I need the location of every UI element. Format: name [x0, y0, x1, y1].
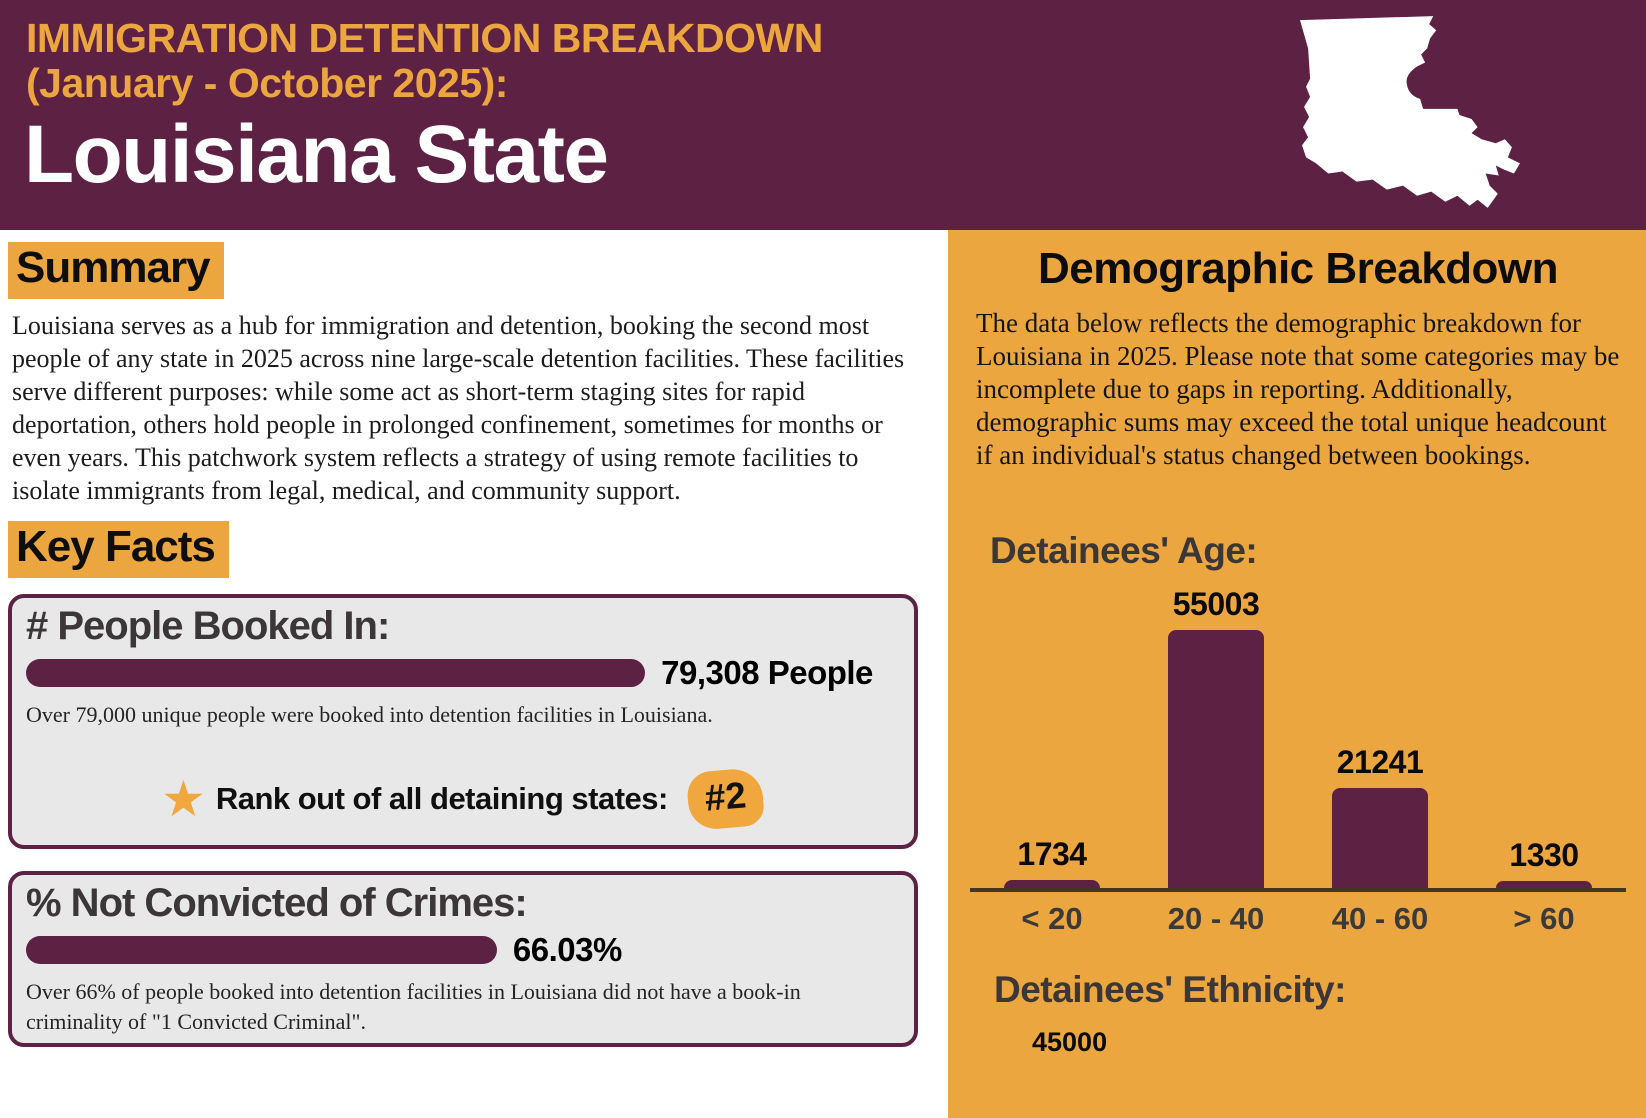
age-axis-label: 20 - 40 — [1167, 901, 1265, 936]
not-convicted-title: % Not Convicted of Crimes: — [26, 881, 528, 926]
age-bar-group: 1734 — [1004, 836, 1100, 888]
age-chart-title: Detainees' Age: — [990, 530, 1258, 571]
age-chart-bars: 1734 55003 21241 1330 — [968, 586, 1628, 888]
age-bar-value: 21241 — [1336, 744, 1424, 780]
age-bar-group: 21241 — [1332, 744, 1428, 888]
header-kicker: IMMIGRATION DETENTION BREAKDOWN (January… — [0, 0, 1646, 106]
age-chart: 1734 55003 21241 1330 < 20 20 - 40 40 - 60 > 6… — [968, 586, 1628, 937]
booked-bar-row: 79,308 People — [26, 654, 898, 692]
page-title: Louisiana State — [24, 109, 609, 201]
booked-fact-box: # People Booked In: 79,308 People Over 7… — [8, 594, 918, 850]
summary-heading: Summary — [8, 242, 224, 300]
not-convicted-fact-box: % Not Convicted of Crimes: 66.03% Over 6… — [8, 871, 918, 1048]
key-facts-heading: Key Facts — [8, 521, 229, 579]
age-axis-label: < 20 — [1021, 901, 1083, 936]
age-chart-axis — [970, 888, 1626, 892]
age-bar-value: 1734 — [1017, 836, 1087, 872]
age-axis-label: > 60 — [1513, 901, 1575, 936]
booked-value: 79,308 People — [661, 654, 873, 692]
booked-bar — [26, 659, 646, 688]
age-bar-value: 55003 — [1172, 586, 1260, 622]
not-convicted-bar — [26, 936, 497, 965]
ethnicity-chart-title: Detainees' Ethnicity: — [994, 969, 1346, 1010]
age-bar-group: 1330 — [1496, 837, 1592, 888]
age-chart-labels: < 20 20 - 40 40 - 60 > 60 — [968, 901, 1628, 937]
header-kicker-line1: IMMIGRATION DETENTION BREAKDOWN — [26, 15, 823, 61]
louisiana-map-icon — [1300, 16, 1520, 208]
rank-label: Rank out of all detaining states: — [215, 781, 669, 817]
age-bar — [1168, 630, 1264, 888]
not-convicted-bar-row: 66.03% — [26, 931, 898, 969]
not-convicted-description: Over 66% of people booked into detention… — [26, 979, 801, 1035]
summary-text: Louisiana serves as a hub for immigratio… — [12, 311, 905, 506]
rank-badge: #2 — [685, 767, 766, 832]
content: Summary Louisiana serves as a hub for im… — [0, 230, 1646, 1118]
header: IMMIGRATION DETENTION BREAKDOWN (January… — [0, 0, 1646, 230]
demographics-column: Demographic Breakdown The data below ref… — [948, 230, 1646, 1118]
demographics-heading: Demographic Breakdown — [1037, 244, 1559, 293]
ethnicity-tick-label: 45000 — [1032, 1027, 1108, 1057]
age-bar — [1496, 881, 1592, 888]
rank-row: ★ Rank out of all detaining states: #2 — [26, 767, 898, 832]
age-bar — [1332, 788, 1428, 888]
booked-title: # People Booked In: — [26, 604, 390, 649]
booked-description: Over 79,000 unique people were booked in… — [26, 702, 713, 728]
not-convicted-value: 66.03% — [512, 931, 622, 969]
age-axis-label: 40 - 60 — [1331, 901, 1429, 936]
demographics-intro: The data below reflects the demographic … — [976, 308, 1620, 470]
age-bar — [1004, 880, 1100, 888]
left-column: Summary Louisiana serves as a hub for im… — [0, 230, 948, 1118]
age-bar-group: 55003 — [1168, 586, 1264, 888]
header-kicker-line2: (January - October 2025): — [26, 60, 508, 107]
age-bar-value: 1330 — [1509, 837, 1579, 873]
star-icon: ★ — [161, 771, 206, 828]
